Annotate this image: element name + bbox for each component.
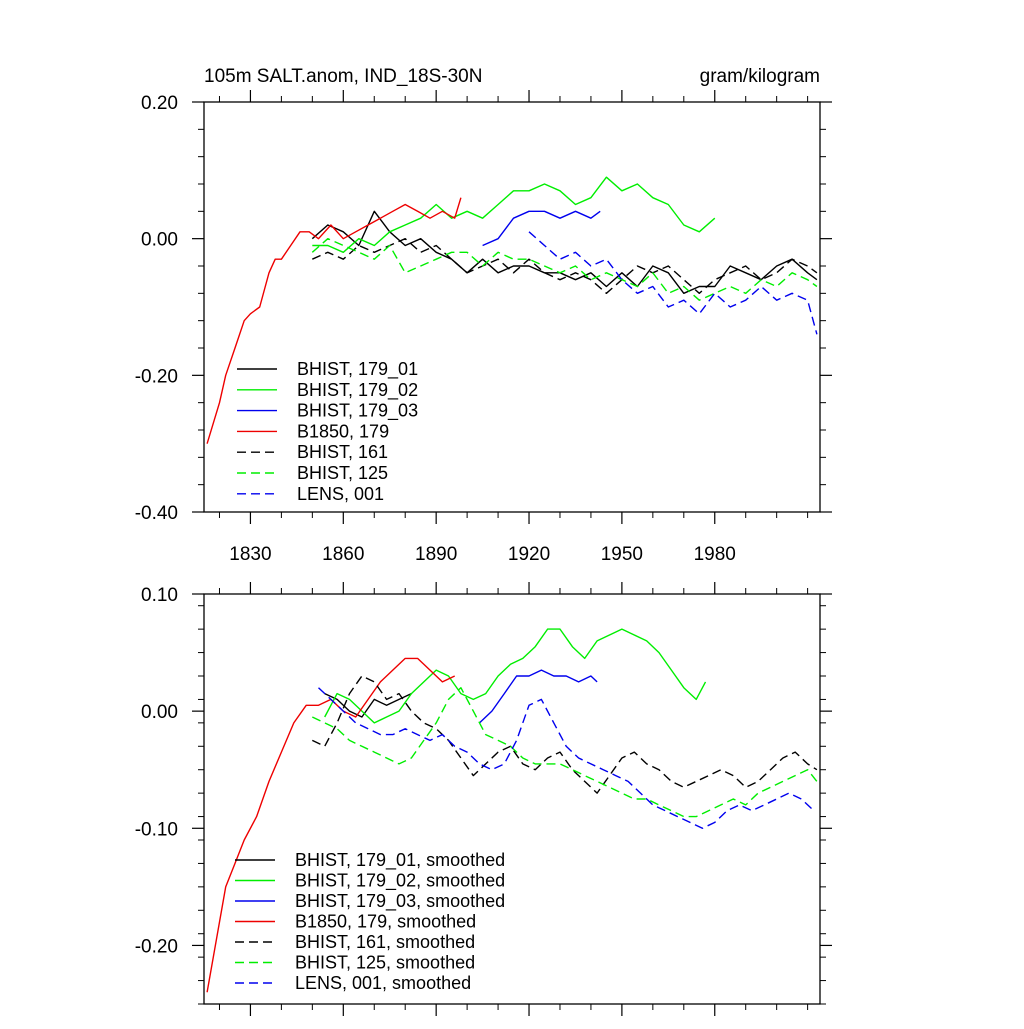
top-panel: 105m SALT.anom, IND_18S-30N gram/kilogra…	[135, 66, 832, 565]
top-plot-frame	[203, 101, 821, 513]
bottom-legend-label: LENS, 001, smoothed	[295, 973, 471, 993]
top-plot-area: 1830 1860 1890 1920 1950 1980 0.20 0.00 -0.20 -0.…	[135, 90, 832, 565]
top-x-tick-label: 1860	[322, 544, 364, 565]
bottom-y-tick-label: -0.10	[135, 819, 178, 840]
top-legend-label: BHIST, 179_01	[297, 359, 418, 380]
bottom-y-tick-label: 0.10	[141, 585, 178, 606]
bottom-y-tick-label: 0.00	[141, 702, 178, 723]
bottom-series-line-2	[479, 669, 598, 724]
top-title: 105m SALT.anom, IND_18S-30N	[204, 66, 482, 87]
top-x-tick-label: 1890	[415, 544, 457, 565]
bottom-series-line-3	[206, 657, 456, 993]
top-legend-label: BHIST, 179_02	[297, 380, 418, 401]
top-series-line-5	[311, 237, 818, 301]
top-x-tick-label: 1950	[601, 544, 643, 565]
top-y-tick-label: -0.20	[135, 366, 178, 387]
top-series-line-2	[482, 210, 601, 247]
bottom-series-line-1	[324, 628, 707, 724]
top-series-group	[206, 176, 818, 444]
bottom-legend-label: B1850, 179, smoothed	[295, 912, 476, 932]
top-units: gram/kilogram	[700, 66, 820, 87]
top-legend-label: BHIST, 161	[297, 442, 388, 462]
top-y-tick-label: 0.00	[141, 230, 178, 251]
top-y-tick-label: -0.40	[135, 503, 178, 524]
bottom-series-line-4	[311, 675, 818, 794]
top-x-tick-label: 1980	[694, 544, 736, 565]
bottom-legend-label: BHIST, 179_03, smoothed	[295, 891, 505, 912]
top-x-tick-label: 1920	[508, 544, 550, 565]
bottom-plot-frame	[203, 593, 821, 1005]
bottom-series-line-5	[311, 687, 818, 818]
bottom-legend-label: BHIST, 179_02, smoothed	[295, 871, 505, 892]
bottom-series-group	[206, 628, 818, 993]
top-y-tick-label: 0.20	[141, 93, 178, 114]
bottom-panel: 0.10 0.00 -0.10 -0.20 BHIST, 179_01, smoothe…	[135, 582, 832, 1016]
bottom-legend-label: BHIST, 161, smoothed	[295, 932, 475, 952]
top-series-line-3	[206, 197, 462, 444]
top-series-line-6	[528, 231, 818, 335]
bottom-series-line-0	[324, 692, 412, 718]
top-series-line-0	[311, 210, 818, 294]
top-legend-label: B1850, 179	[297, 421, 389, 441]
top-legend-label: LENS, 001	[297, 484, 384, 504]
bottom-y-tick-label: -0.20	[135, 936, 178, 957]
bottom-legend-label: BHIST, 125, smoothed	[295, 953, 475, 973]
top-x-tick-label: 1830	[229, 544, 271, 565]
top-series-line-1	[312, 176, 716, 254]
top-legend-label: BHIST, 125	[297, 463, 388, 483]
top-legend-label: BHIST, 179_03	[297, 401, 418, 422]
bottom-series-line-6	[318, 687, 815, 829]
bottom-plot-area: 0.10 0.00 -0.10 -0.20 BHIST, 179_01, smoothe…	[135, 582, 832, 1016]
bottom-legend-label: BHIST, 179_01, smoothed	[295, 850, 505, 871]
